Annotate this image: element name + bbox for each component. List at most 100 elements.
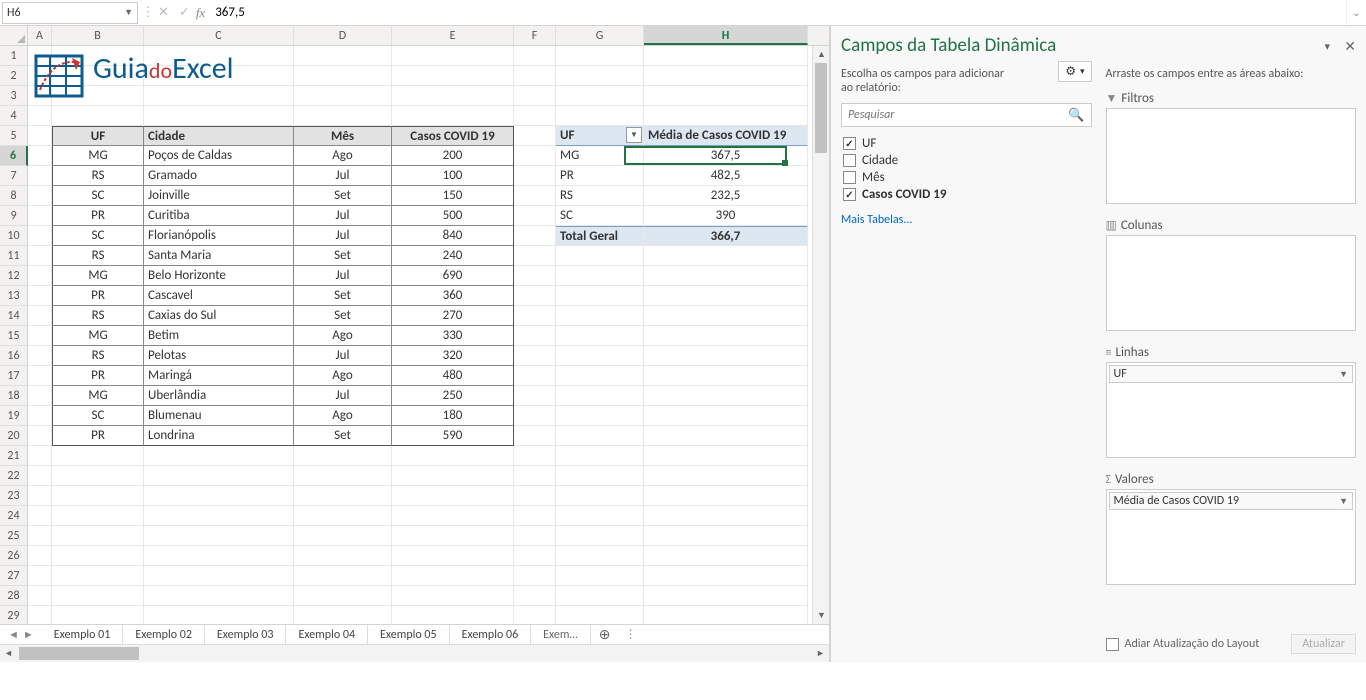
- cell[interactable]: MG: [52, 386, 144, 406]
- cell[interactable]: [514, 526, 556, 546]
- cell[interactable]: [392, 486, 514, 506]
- cell[interactable]: [294, 446, 392, 466]
- row-header[interactable]: 2: [0, 66, 28, 86]
- cell[interactable]: [52, 586, 144, 606]
- cell[interactable]: [294, 566, 392, 586]
- cell[interactable]: [514, 446, 556, 466]
- cell[interactable]: [28, 146, 52, 166]
- row-header[interactable]: 17: [0, 366, 28, 386]
- cell[interactable]: [52, 106, 144, 126]
- cell[interactable]: [52, 566, 144, 586]
- cell[interactable]: PR: [52, 366, 144, 386]
- row-header[interactable]: 18: [0, 386, 28, 406]
- cell[interactable]: [514, 146, 556, 166]
- cell[interactable]: RS: [52, 166, 144, 186]
- cell[interactable]: [514, 106, 556, 126]
- cell[interactable]: MG: [556, 146, 644, 166]
- cell[interactable]: Uberlândia: [144, 386, 294, 406]
- row-header[interactable]: 19: [0, 406, 28, 426]
- cell[interactable]: [514, 486, 556, 506]
- cell[interactable]: [28, 306, 52, 326]
- cell[interactable]: [644, 246, 808, 266]
- cell[interactable]: [28, 286, 52, 306]
- cell[interactable]: [144, 466, 294, 486]
- add-sheet-button[interactable]: ⊕: [591, 626, 619, 643]
- row-header[interactable]: 16: [0, 346, 28, 366]
- cell[interactable]: [144, 106, 294, 126]
- cell[interactable]: [556, 326, 644, 346]
- cell[interactable]: [514, 606, 556, 624]
- cell[interactable]: RS: [52, 346, 144, 366]
- cell[interactable]: [514, 366, 556, 386]
- cell[interactable]: [294, 486, 392, 506]
- cell[interactable]: [644, 46, 808, 66]
- row-header[interactable]: 21: [0, 446, 28, 466]
- cell[interactable]: [514, 566, 556, 586]
- cell[interactable]: [52, 606, 144, 624]
- cell[interactable]: [514, 266, 556, 286]
- cell[interactable]: [392, 446, 514, 466]
- col-header[interactable]: D: [294, 26, 392, 45]
- field-search[interactable]: 🔍: [841, 103, 1092, 127]
- cell[interactable]: Set: [294, 306, 392, 326]
- cell[interactable]: [28, 466, 52, 486]
- cell[interactable]: [514, 306, 556, 326]
- cell[interactable]: [294, 586, 392, 606]
- cell[interactable]: [556, 586, 644, 606]
- cell[interactable]: [294, 66, 392, 86]
- cell[interactable]: 200: [392, 146, 514, 166]
- col-header[interactable]: F: [514, 26, 556, 45]
- expand-formula-bar[interactable]: ⌄: [1346, 0, 1366, 25]
- cell[interactable]: Jul: [294, 206, 392, 226]
- cell[interactable]: 500: [392, 206, 514, 226]
- cell[interactable]: [514, 426, 556, 446]
- update-button[interactable]: Atualizar: [1291, 634, 1356, 654]
- cell[interactable]: RS: [52, 246, 144, 266]
- cell[interactable]: 250: [392, 386, 514, 406]
- cell[interactable]: Londrina: [144, 426, 294, 446]
- cell[interactable]: [556, 246, 644, 266]
- filters-area[interactable]: [1106, 108, 1357, 204]
- cell[interactable]: [514, 86, 556, 106]
- field-item[interactable]: Mês: [841, 169, 1092, 186]
- field-item[interactable]: Casos COVID 19: [841, 186, 1092, 203]
- cell[interactable]: [644, 546, 808, 566]
- cell[interactable]: [556, 66, 644, 86]
- col-header[interactable]: B: [52, 26, 144, 45]
- row-header[interactable]: 7: [0, 166, 28, 186]
- cell[interactable]: [28, 166, 52, 186]
- cell[interactable]: Total Geral: [556, 226, 644, 246]
- scroll-right-icon[interactable]: ►: [812, 645, 829, 662]
- cell[interactable]: PR: [52, 426, 144, 446]
- cell[interactable]: Belo Horizonte: [144, 266, 294, 286]
- cell[interactable]: [556, 366, 644, 386]
- tab-nav[interactable]: ◄►: [0, 628, 42, 641]
- fx-icon[interactable]: fx: [196, 5, 205, 21]
- cell[interactable]: [28, 226, 52, 246]
- cell[interactable]: Ago: [294, 146, 392, 166]
- cell[interactable]: [28, 446, 52, 466]
- cell[interactable]: PR: [52, 206, 144, 226]
- cell[interactable]: 270: [392, 306, 514, 326]
- cell[interactable]: [556, 306, 644, 326]
- cell[interactable]: MG: [52, 326, 144, 346]
- cell[interactable]: Ago: [294, 406, 392, 426]
- cell[interactable]: MG: [52, 146, 144, 166]
- cell[interactable]: 590: [392, 426, 514, 446]
- cell[interactable]: Blumenau: [144, 406, 294, 426]
- row-header[interactable]: 8: [0, 186, 28, 206]
- pane-menu-icon[interactable]: ▾: [1324, 40, 1330, 53]
- cell[interactable]: Curitiba: [144, 206, 294, 226]
- close-icon[interactable]: ✕: [1344, 38, 1356, 55]
- cell[interactable]: [644, 566, 808, 586]
- accept-icon[interactable]: ✓: [179, 5, 190, 20]
- cell[interactable]: [28, 566, 52, 586]
- cell[interactable]: [28, 206, 52, 226]
- cell[interactable]: [294, 106, 392, 126]
- cell[interactable]: [644, 506, 808, 526]
- col-header[interactable]: E: [392, 26, 514, 45]
- sheet-tab[interactable]: Exemplo 04: [286, 625, 368, 645]
- row-header[interactable]: 9: [0, 206, 28, 226]
- cell[interactable]: Poços de Caldas: [144, 146, 294, 166]
- cell[interactable]: [28, 426, 52, 446]
